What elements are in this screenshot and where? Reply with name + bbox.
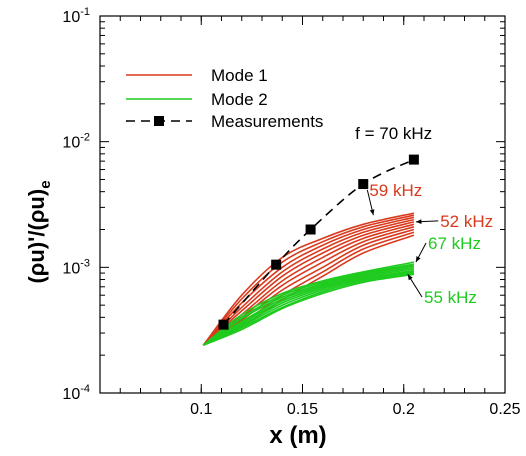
legend: Mode 1 Mode 2 Measurements xyxy=(126,66,323,131)
annotation-label: 55 kHz xyxy=(424,288,477,307)
mode-2-curve xyxy=(202,266,415,346)
y-tick-label: 10-3 xyxy=(62,257,90,277)
y-tick-label: 10-4 xyxy=(62,383,90,403)
mode-1-curve xyxy=(202,212,415,346)
measurement-marker xyxy=(271,259,282,270)
annotation-label: 52 kHz xyxy=(440,212,493,231)
mode-2-curve xyxy=(202,272,415,346)
mode-1-curve xyxy=(202,214,415,346)
measurement-marker xyxy=(358,179,369,190)
annotation-arrowhead xyxy=(415,219,422,224)
annotation-label: 67 kHz xyxy=(428,234,481,253)
mode-2-curve xyxy=(202,271,415,346)
measurement-marker xyxy=(218,319,229,330)
x-axis-title: x (m) xyxy=(269,422,326,449)
y-tick-label: 10-1 xyxy=(62,6,90,26)
x-tick-label: 0.2 xyxy=(393,401,415,418)
mode-1-curve xyxy=(202,221,415,346)
x-tick-label: 0.1 xyxy=(190,401,212,418)
mode-2-curve xyxy=(202,263,415,346)
annotation-label: 59 kHz xyxy=(369,181,422,200)
y-axis-title: (ρu)'/(ρu)e xyxy=(24,180,54,283)
mode-2-curve xyxy=(202,264,415,346)
mode-2-curve xyxy=(202,269,415,346)
y-axis-title-main: (ρu)'/(ρu) xyxy=(24,189,49,284)
mode-1-curve xyxy=(202,228,415,346)
plot-frame xyxy=(99,15,506,394)
annotation-arrowhead xyxy=(415,256,421,263)
axes-layer: 0.1 0.15 0.2 0.25 10-4 10-3 10-2 10-1 xyxy=(62,6,520,418)
legend-label: Measurements xyxy=(211,112,323,131)
y-tick-label: 10-2 xyxy=(62,132,90,152)
annotation-arrowhead xyxy=(369,209,375,216)
measurements-line xyxy=(222,158,415,326)
legend-label: Mode 1 xyxy=(211,66,268,85)
measurement-marker xyxy=(305,224,316,235)
measurements-series xyxy=(218,154,419,330)
mode-2-curve xyxy=(202,273,415,346)
mode-1-curve xyxy=(202,218,415,346)
legend-label: Mode 2 xyxy=(211,90,268,109)
y-axis-title-subscript: e xyxy=(37,180,54,188)
x-tick-label: 0.15 xyxy=(287,401,318,418)
mode-2-curves xyxy=(202,261,415,346)
mode-2-curve xyxy=(202,261,415,346)
measurement-marker xyxy=(408,154,419,165)
annotations: f = 70 kHz 59 kHz 52 kHz 67 kHz 55 kHz xyxy=(355,124,493,307)
mode-2-curve xyxy=(202,268,415,346)
annotation-label: f = 70 kHz xyxy=(355,124,432,143)
annotation-arrowhead xyxy=(407,274,413,281)
x-tick-label: 0.25 xyxy=(489,401,520,418)
legend-marker-measurements xyxy=(154,116,164,126)
